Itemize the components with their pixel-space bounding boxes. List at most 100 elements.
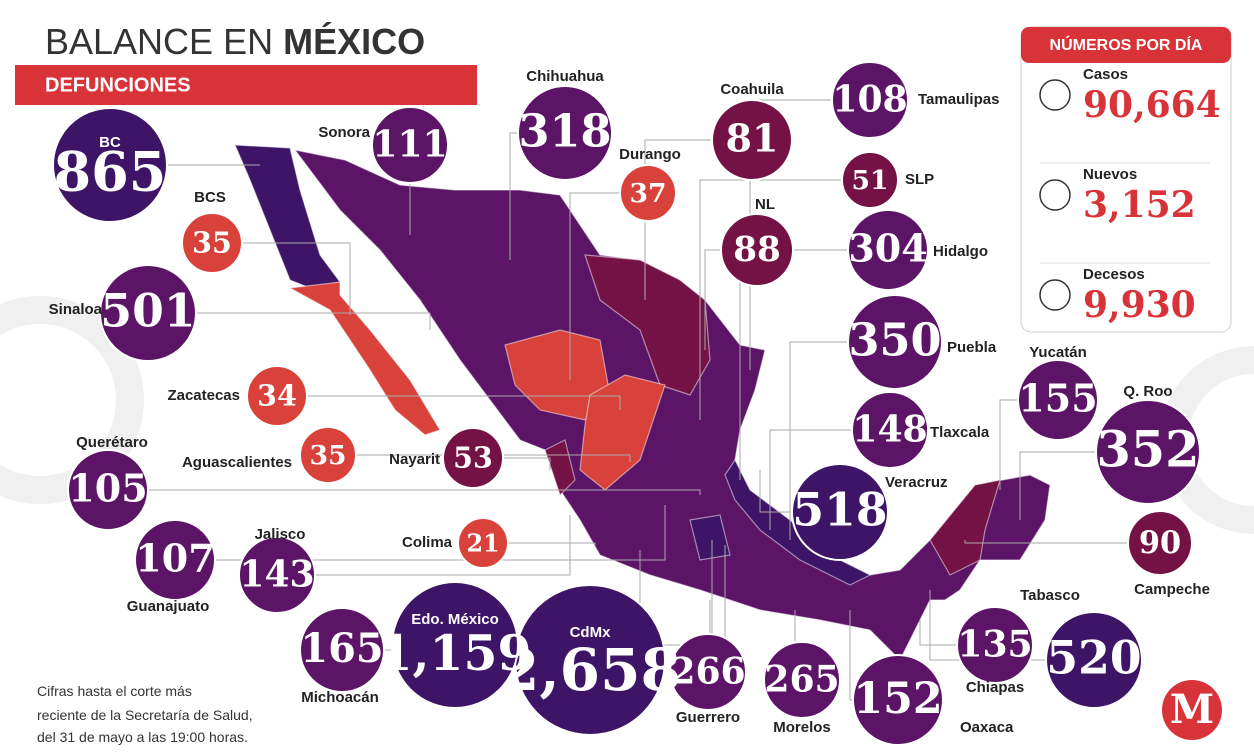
state-name: SLP	[905, 171, 934, 188]
state-value: 1,159	[379, 624, 532, 682]
state-bubble	[852, 654, 944, 746]
state-value: 350	[848, 314, 941, 367]
state-value: 518	[792, 483, 887, 537]
leader-line	[328, 454, 631, 462]
state-bubble	[181, 212, 243, 274]
state-bubble	[299, 607, 385, 693]
daily-label: Decesos	[1083, 266, 1145, 283]
state-name: Guerrero	[676, 709, 740, 726]
leader-line	[148, 312, 431, 330]
state-value: 51	[851, 165, 888, 196]
state-bubble	[763, 641, 841, 719]
state-name: Coahuila	[720, 81, 784, 98]
state-bubble	[847, 209, 929, 291]
state-name: Aguascalientes	[182, 454, 292, 471]
subtitle-bar	[15, 65, 477, 105]
daily-label: Nuevos	[1083, 166, 1137, 183]
state-bubble	[246, 365, 308, 427]
leader-line	[175, 505, 666, 561]
daily-value: 90,664	[1083, 84, 1221, 126]
state-name: Jalisco	[255, 526, 306, 543]
state-bubble	[299, 426, 357, 484]
state-bubble	[371, 106, 449, 184]
state-bubble	[52, 107, 168, 223]
state-value: 35	[309, 440, 346, 471]
leader-line	[769, 429, 890, 530]
subtitle: DEFUNCIONES	[45, 74, 191, 96]
state-value: 53	[453, 441, 493, 475]
state-value: 90	[1139, 525, 1181, 561]
state-name: Michoacán	[301, 689, 379, 706]
state-bubble	[619, 164, 677, 222]
daily-icon	[1039, 279, 1071, 311]
state-value: 143	[239, 553, 314, 596]
daily-icon	[1039, 179, 1071, 211]
state-name: Nayarit	[389, 451, 440, 468]
state-bubble	[669, 633, 747, 711]
state-value: 105	[68, 466, 147, 511]
state-value: 520	[1046, 631, 1141, 685]
state-name: Veracruz	[885, 474, 948, 491]
state-value: 2,658	[499, 635, 681, 704]
footnote-line: reciente de la Secretaría de Salud,	[37, 707, 253, 723]
state-bubble	[841, 151, 899, 209]
state-bubble	[1095, 399, 1201, 505]
state-value: 304	[848, 226, 927, 271]
state-name: Oaxaca	[960, 719, 1014, 736]
state-name: Colima	[402, 534, 453, 551]
state-value: 352	[1096, 421, 1199, 479]
state-value: 318	[518, 105, 611, 158]
state-value: 148	[852, 408, 927, 451]
state-name: Zacatecas	[167, 387, 240, 404]
state-value: 135	[957, 623, 1032, 666]
state-value: 35	[192, 226, 232, 260]
state-name: CdMx	[570, 624, 611, 641]
state-name: Chiapas	[966, 679, 1024, 696]
daily-panel-header	[1021, 27, 1231, 63]
state-name: BC	[99, 134, 121, 151]
leader-line	[929, 590, 1094, 661]
title-light: BALANCE EN	[45, 21, 283, 62]
footnote-line: Cifras hasta el corte más	[37, 683, 192, 699]
state-value: 155	[1018, 376, 1097, 421]
state-value: 108	[832, 78, 907, 121]
map	[234, 144, 1051, 662]
leader-line	[964, 540, 1160, 544]
state-bubble	[457, 517, 509, 569]
state-bubble	[517, 85, 613, 181]
state-bubble	[847, 294, 943, 390]
state-bubble	[720, 213, 794, 287]
state-value: 88	[733, 230, 781, 270]
state-name: Tabasco	[1020, 587, 1080, 604]
state-value: 34	[257, 379, 297, 413]
state-bubble	[831, 61, 909, 139]
state-value: 107	[135, 536, 214, 581]
state-value: 266	[670, 650, 745, 693]
daily-value: 3,152	[1083, 184, 1196, 226]
daily-icon	[1039, 79, 1071, 111]
state-name: Guanajuato	[127, 598, 210, 615]
state-value: 501	[100, 284, 195, 338]
state-name: Querétaro	[76, 434, 148, 451]
state-value: 265	[764, 658, 839, 701]
state-bubble	[1017, 359, 1099, 441]
state-name: Sonora	[318, 124, 370, 141]
state-bubble	[391, 581, 519, 709]
state-value: 152	[853, 674, 942, 724]
state-value: 111	[372, 123, 447, 166]
state-bubble	[134, 519, 216, 601]
state-value: 81	[726, 116, 779, 161]
state-name: Durango	[619, 146, 681, 163]
state-bubble	[1045, 611, 1143, 709]
leader-line	[277, 395, 621, 410]
state-value: 165	[300, 626, 383, 672]
state-name: BCS	[194, 189, 226, 206]
state-value: 37	[629, 178, 666, 209]
state-name: Tlaxcala	[930, 424, 990, 441]
state-name: Puebla	[947, 339, 997, 356]
state-bubble	[791, 463, 889, 561]
footnote-line: del 31 de mayo a las 19:00 horas.	[37, 729, 248, 745]
state-value: 21	[466, 530, 499, 558]
